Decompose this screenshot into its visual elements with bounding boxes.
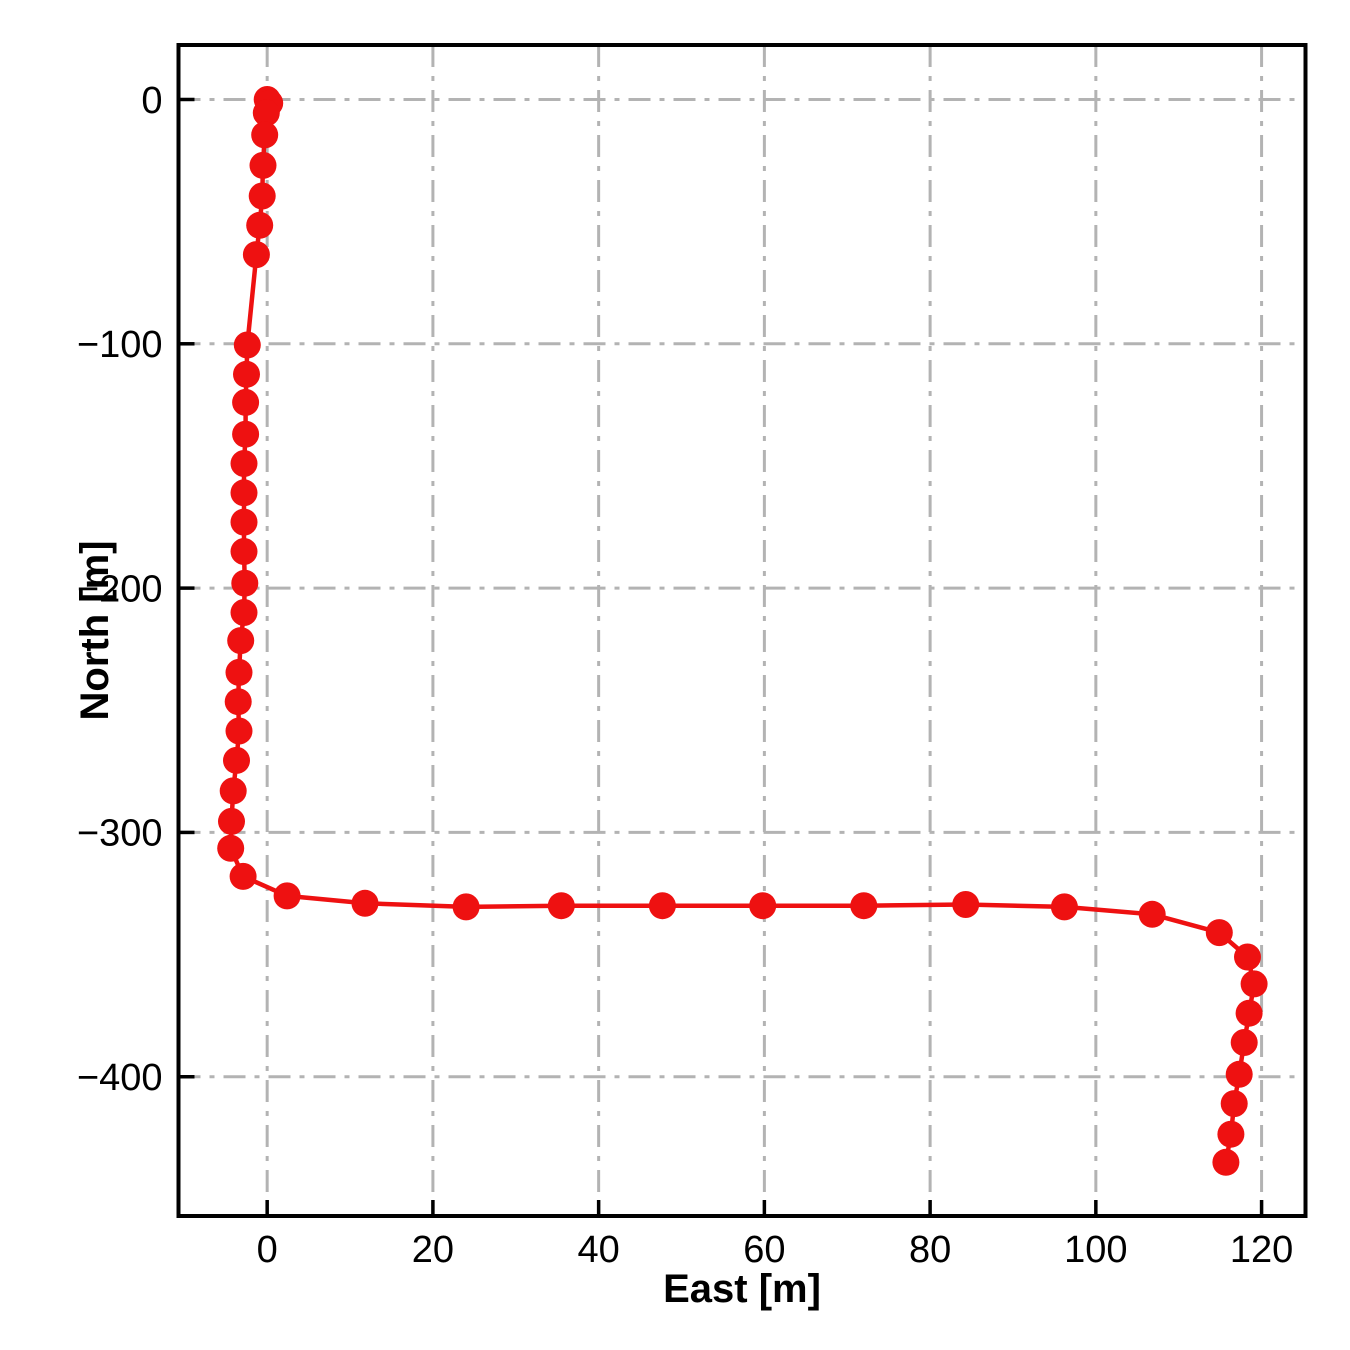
data-point <box>452 893 480 921</box>
trajectory-markers <box>217 86 1268 1176</box>
data-point <box>1050 893 1078 921</box>
y-tick-label: −200 <box>77 568 163 610</box>
data-point <box>1230 1029 1258 1056</box>
x-axis-label: East [m] <box>663 1267 821 1311</box>
data-point <box>230 599 258 626</box>
x-tick-label: 0 <box>257 1229 278 1271</box>
data-point <box>252 99 280 127</box>
data-point <box>232 388 260 416</box>
data-point <box>229 862 257 890</box>
data-point <box>231 569 259 597</box>
data-point <box>273 882 301 910</box>
data-point <box>217 834 245 862</box>
x-tick-label: 40 <box>577 1229 619 1271</box>
y-tick-label: −400 <box>77 1057 163 1099</box>
gridlines <box>178 45 1306 1216</box>
data-point <box>219 777 247 805</box>
x-tick-label: 120 <box>1230 1229 1293 1271</box>
data-point <box>248 182 276 210</box>
x-tick-label: 80 <box>909 1229 951 1271</box>
x-tick-labels: 0 20 40 60 80 100 120 <box>257 1229 1294 1271</box>
data-point <box>251 121 279 149</box>
data-point <box>1234 943 1261 971</box>
data-point <box>1212 1148 1240 1176</box>
data-point <box>230 538 258 565</box>
data-point <box>1240 970 1268 998</box>
data-point <box>351 889 379 917</box>
y-axis-label: North [m] <box>73 541 117 721</box>
data-point <box>249 151 277 179</box>
data-point <box>850 892 878 920</box>
data-point <box>242 241 270 269</box>
data-point <box>1217 1120 1245 1148</box>
data-point <box>230 450 258 477</box>
data-point <box>233 360 260 388</box>
data-point <box>230 479 258 507</box>
data-point <box>1235 999 1263 1027</box>
data-point <box>547 892 575 920</box>
x-tick-label: 100 <box>1064 1229 1127 1271</box>
y-tick-label: −300 <box>77 813 163 855</box>
data-point <box>233 331 261 359</box>
data-point <box>223 746 250 774</box>
data-point <box>749 892 777 920</box>
trajectory-line <box>228 97 1257 1165</box>
data-point <box>1220 1090 1248 1118</box>
data-point <box>225 658 253 686</box>
data-point <box>232 420 260 448</box>
y-tick-label: −100 <box>77 324 163 366</box>
data-point <box>230 508 258 536</box>
data-point <box>648 892 676 920</box>
data-point <box>224 688 252 716</box>
x-tick-label: 20 <box>412 1229 454 1271</box>
x-tick-label: 60 <box>743 1229 785 1271</box>
data-point <box>1205 919 1233 947</box>
data-point <box>227 627 255 655</box>
data-point <box>1225 1060 1253 1088</box>
y-tick-labels: 0 −100 −200 −300 −400 <box>77 80 163 1099</box>
data-point <box>952 891 980 918</box>
data-point <box>225 717 253 745</box>
y-tick-label: 0 <box>141 80 162 122</box>
axis-ticks <box>178 97 1264 1216</box>
data-point <box>218 807 245 835</box>
data-point <box>1138 900 1166 928</box>
plot-border <box>176 43 1308 1218</box>
data-point <box>246 211 274 239</box>
